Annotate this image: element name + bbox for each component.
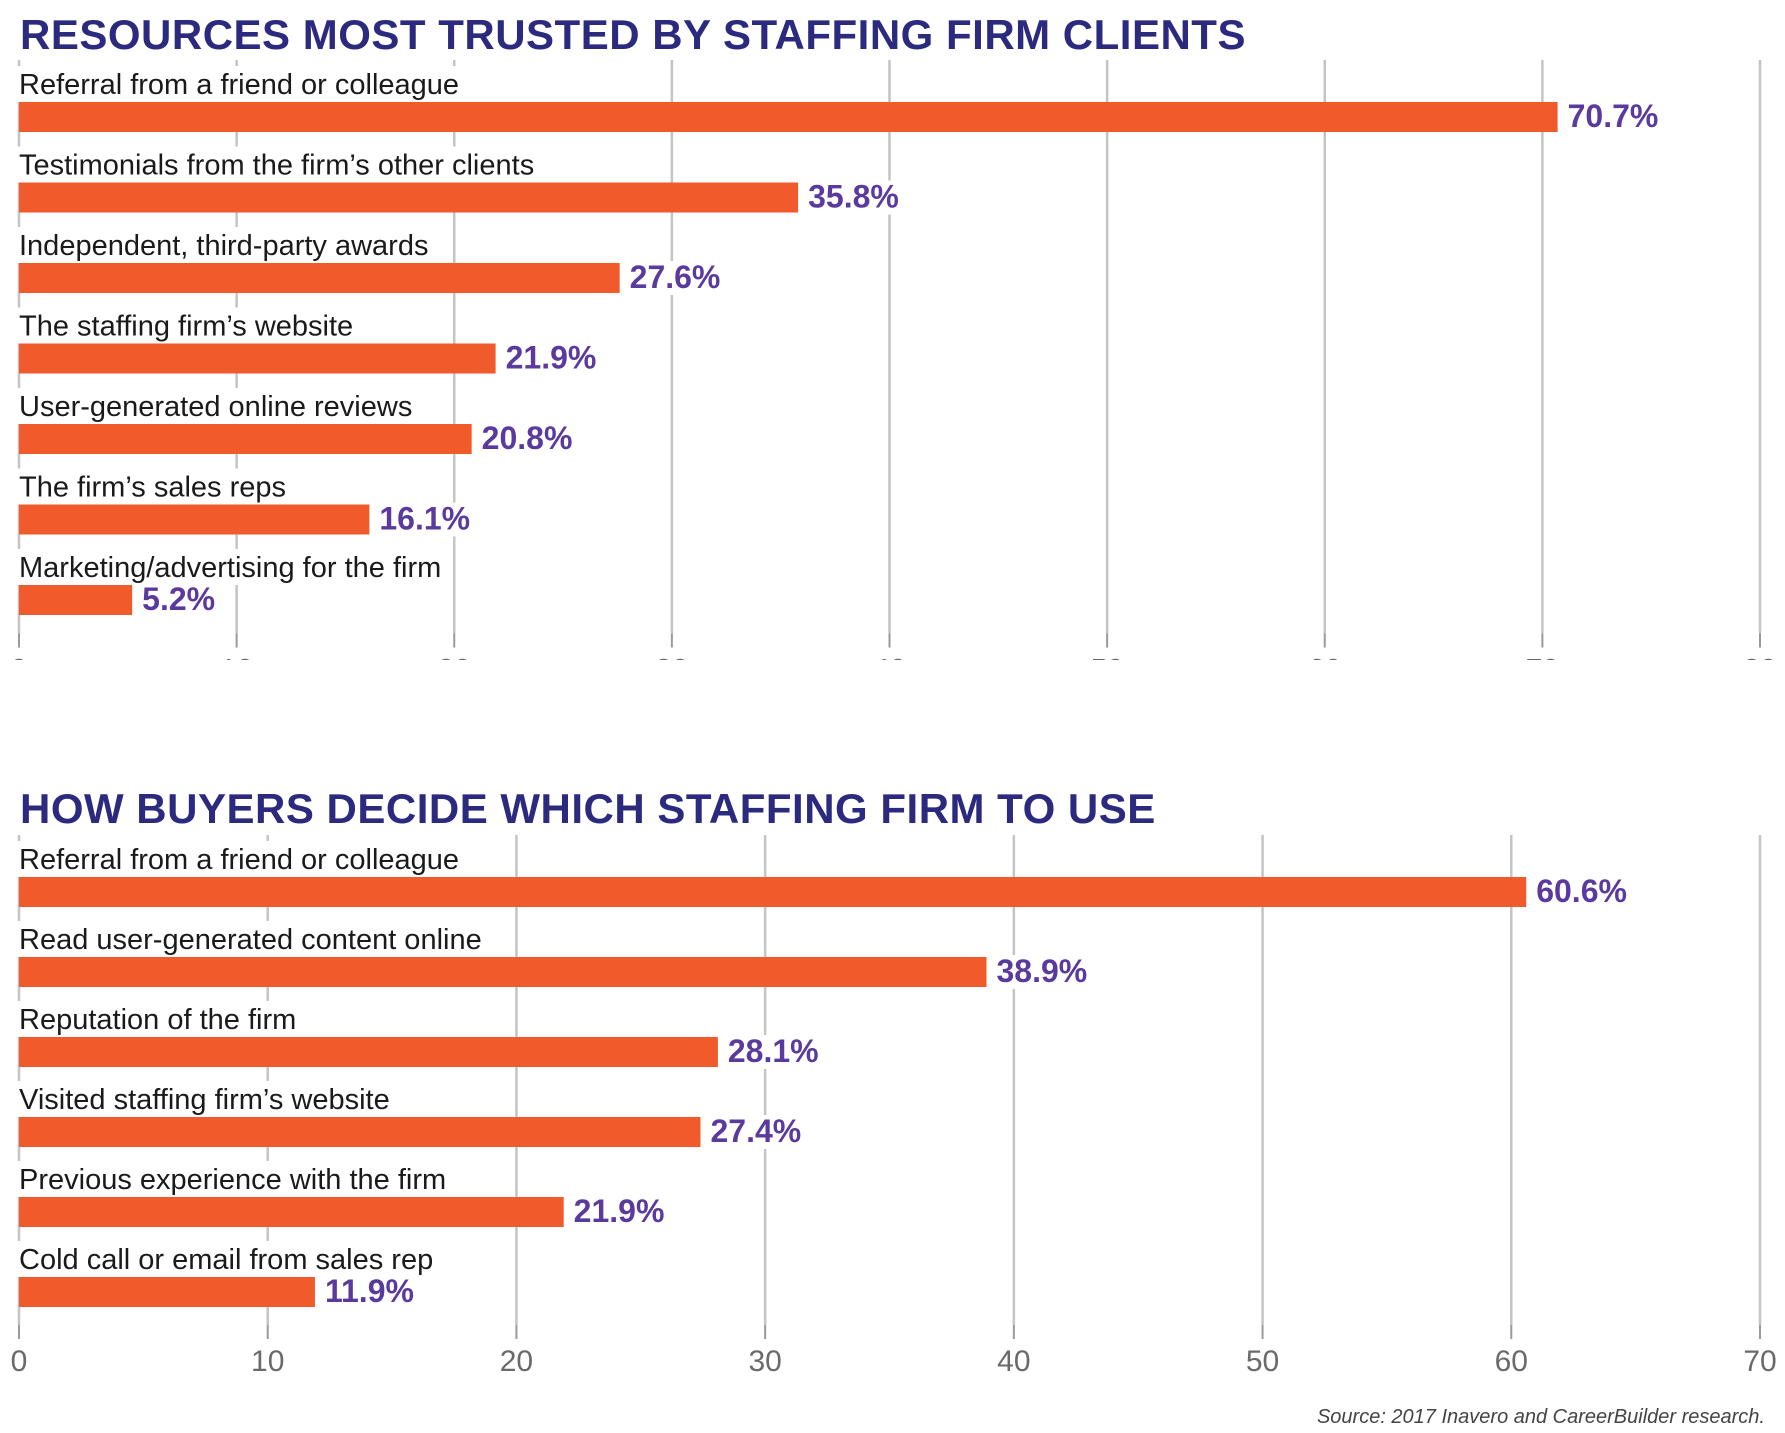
x-tick-label: 70 (1743, 1345, 1776, 1375)
x-tick-label: 80 (1743, 654, 1776, 661)
chart-trusted-resources: Referral from a friend or colleague 70.7%… (0, 60, 1785, 660)
value-label: 35.8% (808, 179, 899, 215)
value-label-bg (318, 1275, 422, 1309)
category-label-bg (0, 388, 420, 424)
bar (19, 585, 133, 615)
value-label: 20.8% (482, 420, 573, 456)
category-label-bg (0, 1001, 304, 1037)
x-tick-label: 60 (1308, 654, 1341, 661)
category-label-bg (0, 227, 436, 263)
value-label-bg (721, 1035, 827, 1069)
bar (19, 1117, 701, 1147)
value-label-bg (802, 180, 907, 215)
category-label: Referral from a friend or colleague (19, 844, 459, 876)
bar (19, 877, 1527, 907)
source-note: Source: 2017 Inavero and CareerBuilder r… (1316, 1406, 1765, 1428)
category-label: Visited staffing firm’s website (19, 1084, 390, 1116)
category-label-bg (0, 1241, 441, 1277)
value-label-bg (475, 422, 581, 456)
category-label: Testimonials from the firm’s other clien… (19, 150, 534, 182)
x-tick-label: 20 (500, 1345, 533, 1375)
x-tick-label: 20 (438, 654, 471, 661)
x-tick-label: 0 (11, 654, 28, 661)
category-label: User-generated online reviews (19, 391, 412, 423)
x-tick-label: 0 (11, 1345, 28, 1375)
chart-trusted-resources-svg: Referral from a friend or colleague 70.7%… (0, 60, 1777, 661)
category-label-bg (0, 1161, 454, 1197)
chart-buyer-decisions-svg: Referral from a friend or colleague 60.6%… (0, 835, 1777, 1375)
category-label-bg (0, 66, 467, 102)
value-label: 5.2% (142, 581, 215, 617)
category-label-bg (0, 307, 361, 344)
value-label: 60.6% (1536, 873, 1627, 909)
x-tick-label: 50 (1090, 654, 1123, 661)
value-label: 38.9% (996, 953, 1087, 989)
category-label: Previous experience with the firm (19, 1164, 446, 1196)
category-label: The firm’s sales reps (19, 472, 286, 504)
x-tick-label: 10 (251, 1345, 284, 1375)
value-label-bg (499, 341, 605, 376)
category-label: Referral from a friend or colleague (19, 69, 459, 101)
category-label: Marketing/advertising for the firm (19, 552, 441, 584)
x-tick-label: 30 (655, 654, 688, 661)
category-label-bg (0, 549, 449, 585)
category-label-bg (0, 841, 467, 877)
value-label: 27.4% (710, 1113, 801, 1149)
category-label: Cold call or email from sales rep (19, 1244, 433, 1276)
category-label-bg (0, 1081, 397, 1117)
category-label-bg (0, 921, 489, 957)
value-label-bg (704, 1115, 810, 1149)
chart-buyer-decisions: Referral from a friend or colleague 60.6%… (0, 835, 1785, 1375)
category-label-bg (0, 468, 293, 505)
value-label: 11.9% (325, 1273, 414, 1309)
value-label: 21.9% (506, 340, 597, 376)
value-label: 27.6% (630, 259, 721, 295)
category-label: Reputation of the firm (19, 1004, 296, 1036)
value-label: 21.9% (574, 1193, 665, 1229)
value-label-bg (623, 261, 729, 295)
x-tick-label: 50 (1246, 1345, 1279, 1375)
bar (19, 957, 987, 987)
x-tick-label: 40 (873, 654, 906, 661)
x-tick-label: 70 (1526, 654, 1559, 661)
category-label: Read user-generated content online (19, 924, 482, 956)
category-label-bg (0, 146, 542, 183)
category-label: Independent, third-party awards (19, 230, 428, 262)
value-label-bg (1561, 100, 1667, 134)
value-label: 28.1% (728, 1033, 819, 1069)
x-tick-label: 10 (220, 654, 253, 661)
value-label-bg (136, 583, 224, 617)
x-tick-label: 40 (997, 1345, 1030, 1375)
value-label-bg (567, 1195, 673, 1229)
value-label-bg (373, 502, 479, 537)
x-tick-label: 30 (748, 1345, 781, 1375)
bar (19, 102, 1558, 132)
bar (19, 1037, 718, 1067)
bar (19, 1277, 315, 1307)
bar (19, 504, 370, 535)
value-label: 70.7% (1568, 98, 1659, 134)
chart-title-1: RESOURCES MOST TRUSTED BY STAFFING FIRM … (20, 11, 1246, 58)
value-label: 16.1% (379, 501, 470, 537)
bar (19, 1197, 564, 1227)
x-tick-label: 60 (1495, 1345, 1528, 1375)
bar (19, 182, 799, 213)
bar (19, 263, 620, 293)
category-label: The staffing firm’s website (19, 311, 353, 343)
bar (19, 343, 496, 374)
value-label-bg (1530, 875, 1635, 909)
bar (19, 424, 472, 454)
chart-title-2: HOW BUYERS DECIDE WHICH STAFFING FIRM TO… (20, 785, 1156, 832)
value-label-bg (990, 955, 1096, 989)
